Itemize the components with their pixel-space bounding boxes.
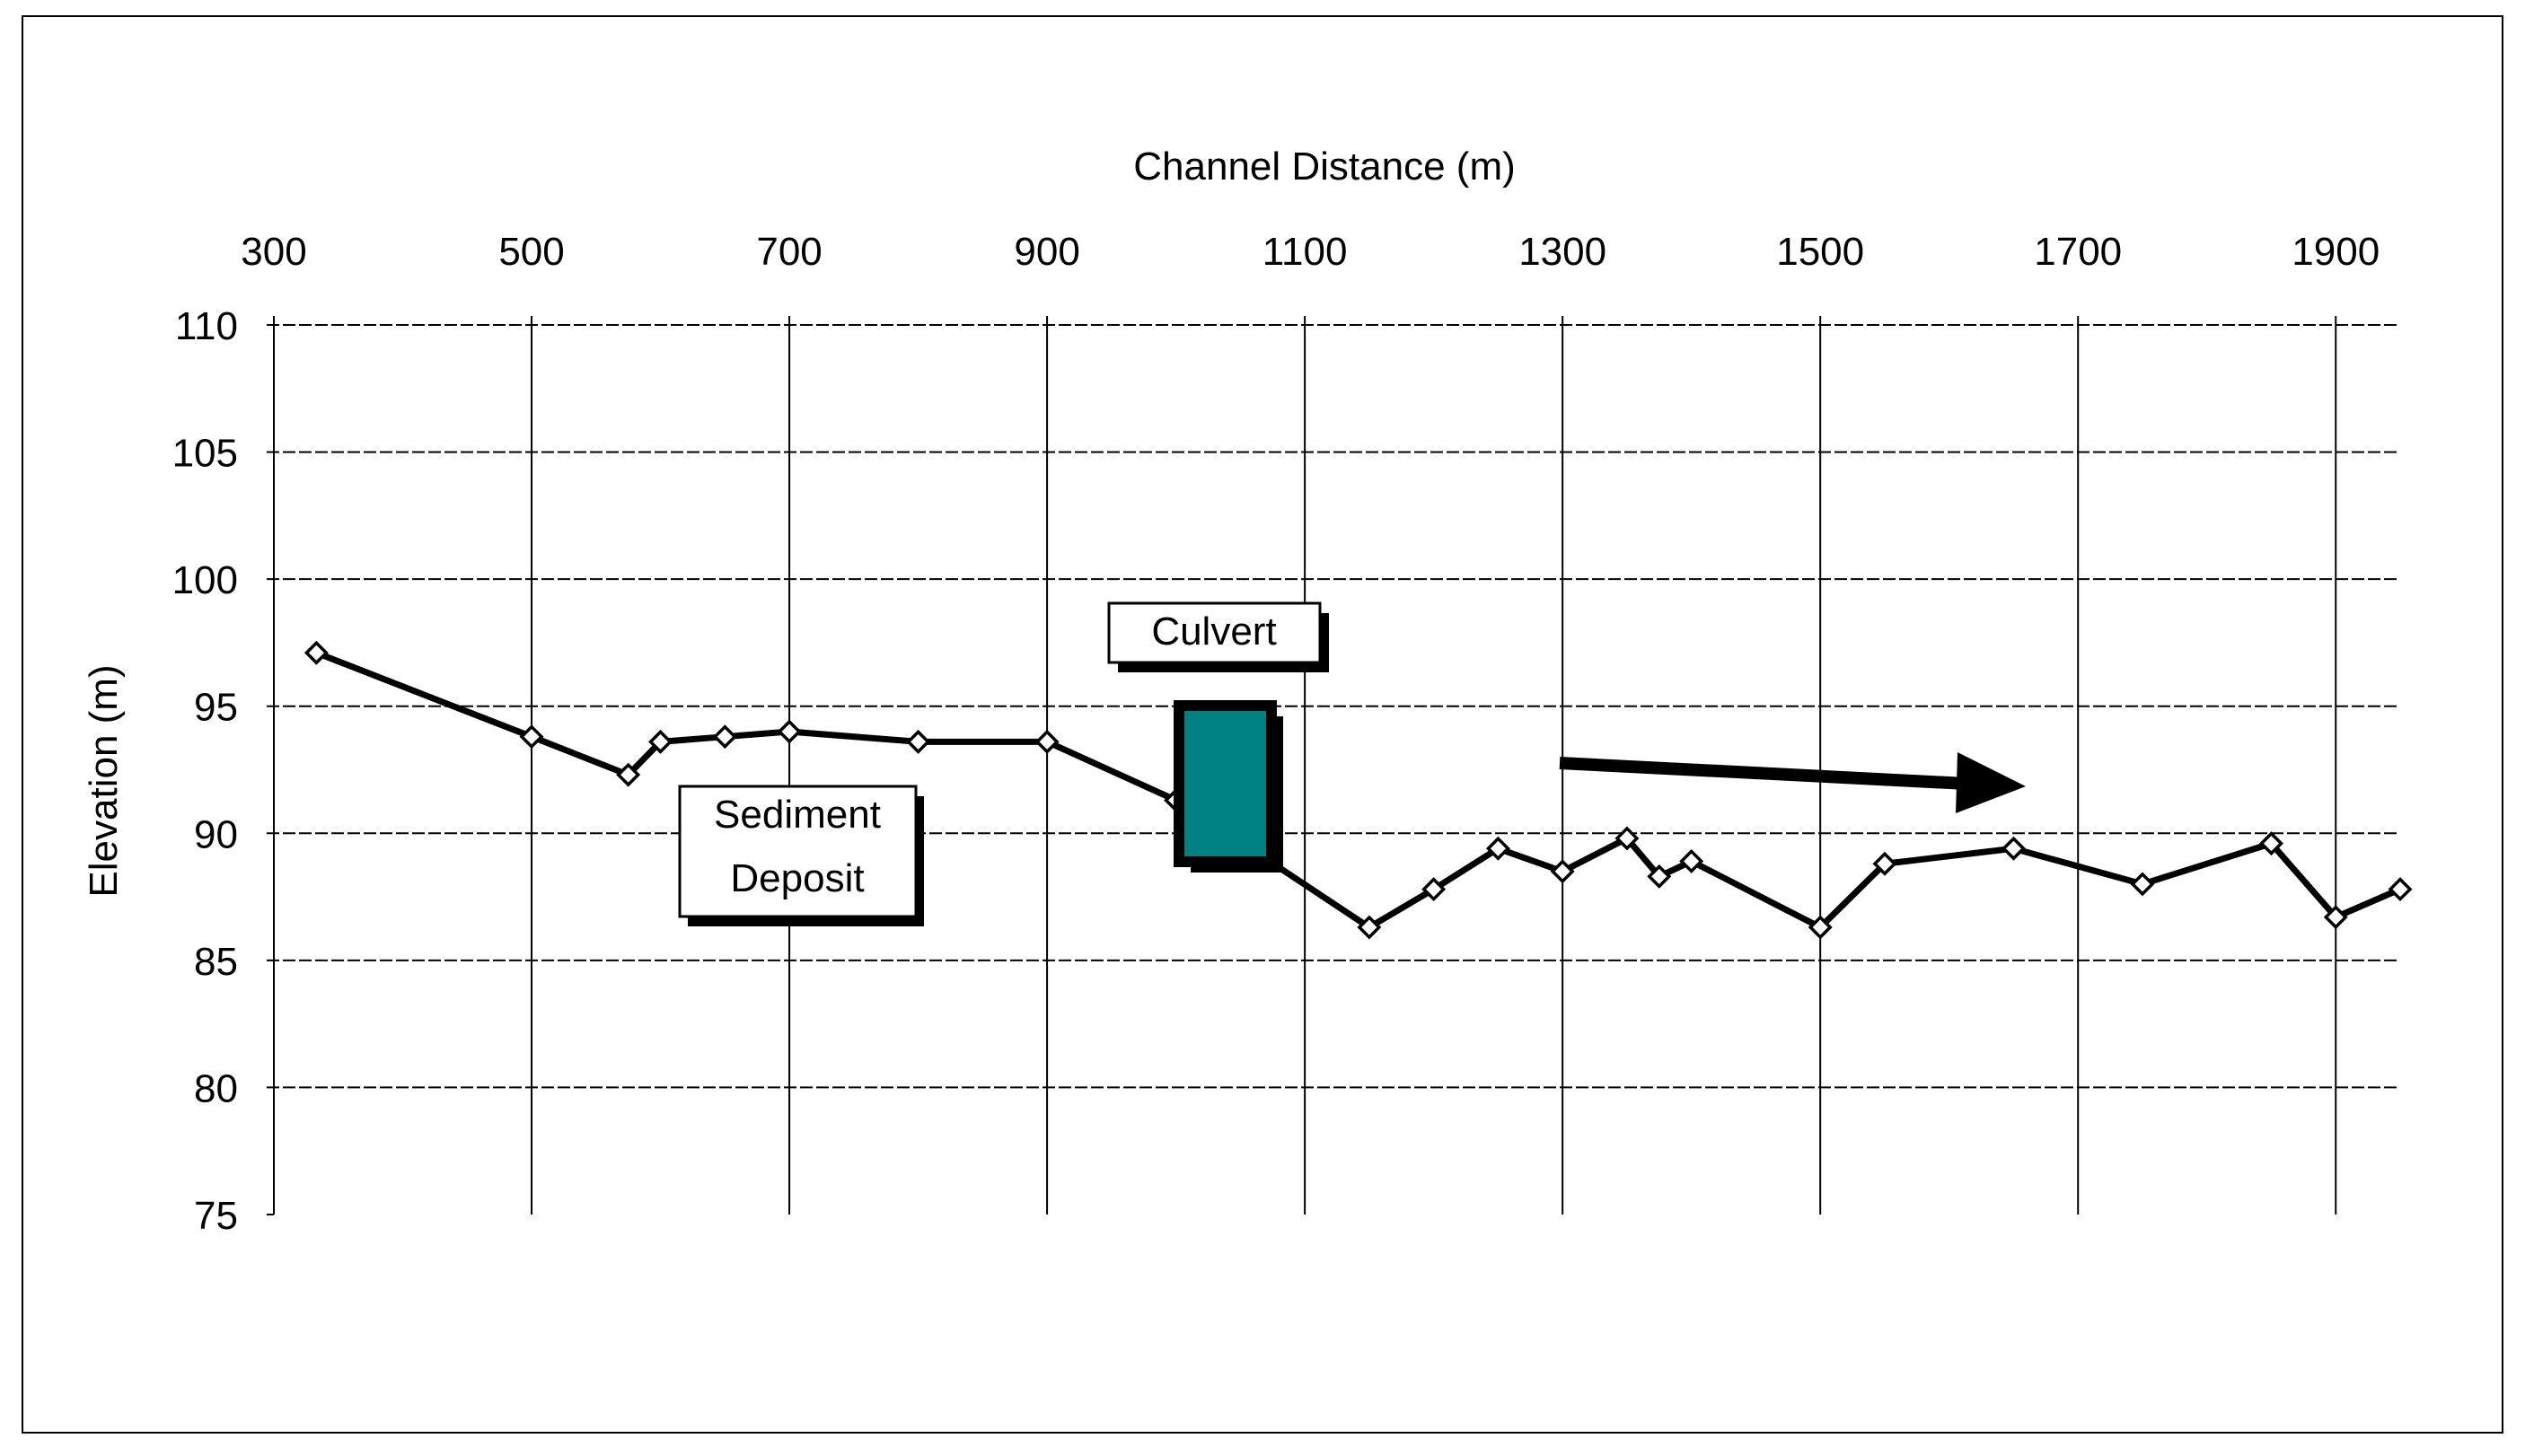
grid <box>267 316 2400 1215</box>
y-axis-title: Elevation (m) <box>82 664 126 897</box>
data-point-15 <box>1647 864 1672 889</box>
data-point-16 <box>1679 848 1704 873</box>
y-tick-label-75: 75 <box>194 1194 238 1238</box>
y-tick-label-105: 105 <box>172 432 238 476</box>
y-tick-label-80: 80 <box>194 1066 238 1110</box>
x-tick-label-300: 300 <box>241 230 306 274</box>
x-tick-label-700: 700 <box>756 230 822 274</box>
data-point-0 <box>304 640 329 665</box>
data-point-11 <box>1421 877 1447 902</box>
y-tick-label-95: 95 <box>194 686 238 730</box>
y-tick-label-110: 110 <box>175 304 238 348</box>
data-point-7 <box>1034 729 1060 754</box>
x-tick-label-1900: 1900 <box>2292 230 2380 274</box>
sediment-label-line2: Deposit <box>730 856 864 900</box>
data-point-22 <box>2323 905 2348 930</box>
data-point-5 <box>777 719 802 744</box>
y-tick-label-90: 90 <box>194 812 238 856</box>
culvert-callout: Culvert <box>1107 601 1329 672</box>
data-point-14 <box>1614 826 1640 851</box>
x-tick-label-1500: 1500 <box>1776 230 1864 274</box>
data-point-23 <box>2388 877 2413 902</box>
flow-arrow <box>1559 752 2026 813</box>
sediment-callout: Sediment Deposit <box>678 785 924 926</box>
sediment-label-line1: Sediment <box>714 793 881 837</box>
series-layer <box>304 640 2413 940</box>
data-point-12 <box>1485 836 1510 861</box>
x-tick-label-1100: 1100 <box>1262 230 1348 274</box>
x-tick-label-1700: 1700 <box>2034 230 2122 274</box>
data-point-3 <box>648 729 673 754</box>
data-point-20 <box>2130 872 2155 897</box>
x-axis-title: Channel Distance (m) <box>1133 145 1516 189</box>
x-tick-label-500: 500 <box>498 230 564 274</box>
data-point-21 <box>2259 831 2283 856</box>
data-point-13 <box>1550 859 1575 884</box>
data-point-1 <box>519 724 544 750</box>
data-point-19 <box>2001 836 2026 861</box>
culvert-label: Culvert <box>1151 610 1276 653</box>
y-tick-label-85: 85 <box>194 940 238 984</box>
x-tick-label-900: 900 <box>1014 230 1079 274</box>
data-point-2 <box>616 762 641 787</box>
data-point-17 <box>1808 915 1833 940</box>
data-point-18 <box>1872 851 1897 876</box>
data-point-4 <box>712 724 737 750</box>
data-point-10 <box>1357 915 1382 940</box>
x-tick-label-1300: 1300 <box>1518 230 1606 274</box>
data-point-6 <box>906 729 931 754</box>
y-tick-label-100: 100 <box>172 558 238 602</box>
culvert-marker <box>1174 700 1283 873</box>
